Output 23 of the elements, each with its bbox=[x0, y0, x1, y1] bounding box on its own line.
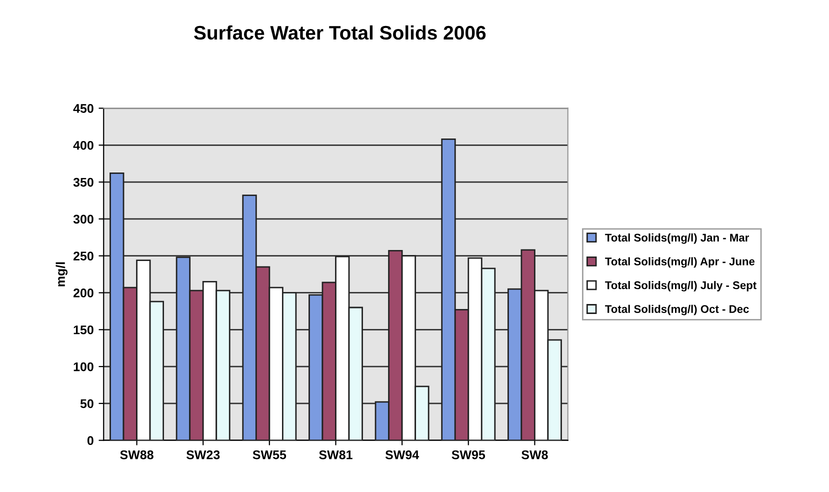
y-tick-label: 250 bbox=[73, 252, 94, 260]
legend-label: Total Solids(mg/l) Apr - June bbox=[605, 257, 755, 268]
y-tick-label: 150 bbox=[74, 325, 94, 334]
y-tick-label: 300 bbox=[73, 214, 94, 224]
y-tick-label: 400 bbox=[73, 140, 94, 150]
x-tick-label: SW94 bbox=[385, 450, 420, 460]
y-tick-label: 200 bbox=[73, 288, 94, 298]
legend-label: Total Solids(mg/l) Jan - Mar bbox=[605, 233, 750, 244]
legend-label: Total Solids(mg/l) July - Sept bbox=[605, 281, 756, 292]
y-tick-label: 100 bbox=[74, 362, 94, 372]
x-tick-label: SW8 bbox=[522, 450, 548, 460]
x-tick-label: SW55 bbox=[252, 450, 286, 460]
legend-label: Total Solids(mg/l) Oct - Dec bbox=[605, 304, 749, 316]
chart-title: Surface Water Total Solids 2006 bbox=[194, 25, 486, 40]
y-tick-label: 50 bbox=[80, 399, 94, 408]
y-tick-label: 350 bbox=[73, 178, 94, 187]
x-tick-label: SW81 bbox=[319, 450, 352, 460]
x-tick-label: SW23 bbox=[186, 450, 220, 460]
y-tick-label: 0 bbox=[87, 436, 94, 445]
y-axis-title: mg/l bbox=[56, 262, 68, 286]
x-tick-label: SW88 bbox=[120, 450, 154, 460]
y-tick-label: 450 bbox=[73, 104, 94, 113]
x-tick-label: SW95 bbox=[452, 450, 486, 460]
